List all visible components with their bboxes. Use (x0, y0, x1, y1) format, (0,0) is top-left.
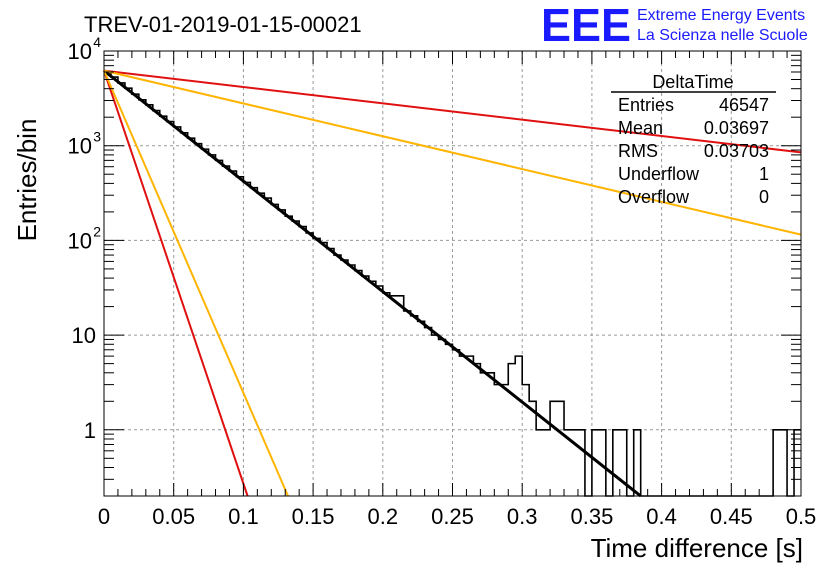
fit-line (103, 69, 642, 498)
x-tick-label: 0.35 (570, 504, 613, 529)
stats-row-label: Overflow (618, 187, 690, 207)
stats-row-label: RMS (618, 141, 658, 161)
x-tick-label: 0.05 (152, 504, 195, 529)
x-axis-title: Time difference [s] (591, 533, 803, 563)
stats-row-value: 46547 (719, 95, 769, 115)
grid (104, 51, 801, 496)
x-axis: 0 0.05 0.1 0.15 0.2 0.25 0.3 0.35 0.4 0.45 0.5 (98, 51, 816, 529)
x-tick-label: 0.25 (431, 504, 474, 529)
y-tick-label: 10 (68, 134, 92, 159)
fit-line (103, 69, 802, 154)
x-tick-label: 0.15 (292, 504, 335, 529)
y-tick-exponent: 2 (93, 223, 101, 239)
stats-row-value: 0.03703 (704, 141, 769, 161)
fit-line (103, 69, 802, 236)
stats-row-value: 1 (759, 164, 769, 184)
x-tick-label: 0.3 (507, 504, 538, 529)
x-tick-label: 0.45 (710, 504, 753, 529)
stats-row-label: Mean (618, 118, 663, 138)
fit-lines (103, 69, 802, 498)
x-tick-label: 0.2 (368, 504, 399, 529)
y-tick-label: 10 (72, 323, 96, 348)
stats-row-value: 0 (759, 187, 769, 207)
stats-row-label: Underflow (618, 164, 700, 184)
chart-title: TREV-01-2019-01-15-00021 (84, 12, 362, 37)
fit-line (103, 70, 289, 497)
x-tick-label: 0.5 (786, 504, 817, 529)
eee-logo-line2: La Scienza nelle Scuole (637, 27, 808, 44)
x-tick-label: 0.1 (228, 504, 259, 529)
x-tick-label: 0.4 (646, 504, 677, 529)
y-tick-exponent: 4 (93, 34, 101, 50)
eee-logo: EEE Extreme Energy Events La Scienza nel… (541, 0, 808, 51)
stats-box: DeltaTime Entries 46547 Mean 0.03697 RMS 0.037… (611, 72, 776, 207)
eee-logo-mark: EEE (541, 0, 631, 51)
stats-box-title: DeltaTime (652, 72, 733, 92)
eee-logo-line1: Extreme Energy Events (637, 7, 805, 24)
y-tick-exponent: 3 (93, 129, 101, 145)
stats-row-value: 0.03697 (704, 118, 769, 138)
y-axis-title: Entries/bin (12, 119, 42, 242)
y-tick-label: 1 (84, 418, 96, 443)
fit-line (103, 70, 249, 497)
x-tick-label: 0 (98, 504, 110, 529)
stats-row-label: Entries (618, 95, 674, 115)
y-tick-label: 10 (68, 228, 92, 253)
y-tick-label: 10 (68, 39, 92, 64)
